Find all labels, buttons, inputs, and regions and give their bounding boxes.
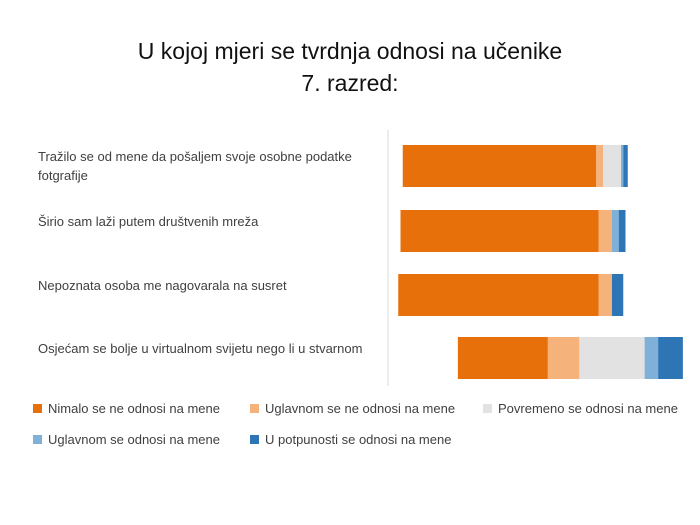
bar-segment — [603, 145, 621, 187]
legend-item: Uglavnom se ne odnosi na mene — [250, 401, 455, 416]
bar-segment — [644, 337, 659, 379]
bar-segment — [400, 210, 599, 252]
chart-title: U kojoj mjeri se tvrdnja odnosi na učeni… — [137, 38, 563, 64]
legend-label: Nimalo se ne odnosi na mene — [48, 401, 220, 416]
legend-item: Nimalo se ne odnosi na mene — [33, 401, 220, 416]
legend-swatch — [483, 404, 492, 413]
legend-swatch — [33, 435, 42, 444]
legend-label: U potpunosti se odnosi na mene — [265, 432, 452, 447]
legend-label: Uglavnom se ne odnosi na mene — [265, 401, 456, 416]
bar-segment — [612, 274, 624, 316]
bar-segment — [402, 145, 597, 187]
bar-segment — [457, 337, 548, 379]
bar-segment — [621, 145, 624, 187]
category-label: Osjećam se bolje u virtualnom svijetu ne… — [38, 341, 363, 356]
category-label: Nepoznata osoba me nagovarala na susret — [38, 278, 287, 293]
legend-swatch — [33, 404, 42, 413]
bar-segment — [612, 210, 619, 252]
legend-label: Povremeno se odnosi na mene — [498, 401, 678, 416]
bar-segment — [598, 210, 612, 252]
bar-segment — [579, 337, 645, 379]
bar-segment — [618, 210, 626, 252]
bar-segment — [596, 145, 603, 187]
bar-segment — [658, 337, 683, 379]
legend-swatch — [250, 435, 259, 444]
legend-label: Uglavnom se odnosi na mene — [48, 432, 220, 447]
legend-item: Uglavnom se odnosi na mene — [33, 432, 220, 447]
category-label: Tražilo se od mene da pošaljem svoje oso… — [38, 149, 352, 183]
bar-segment — [398, 274, 599, 316]
bar-segment — [547, 337, 580, 379]
category-label: Širio sam laži putem društvenih mreža — [38, 214, 259, 229]
bar-segment — [598, 274, 612, 316]
bar-segment — [623, 145, 628, 187]
legend-item: U potpunosti se odnosi na mene — [250, 432, 451, 447]
chart-subtitle: 7. razred: — [301, 70, 399, 96]
legend-swatch — [250, 404, 259, 413]
legend-item: Povremeno se odnosi na mene — [483, 401, 678, 416]
